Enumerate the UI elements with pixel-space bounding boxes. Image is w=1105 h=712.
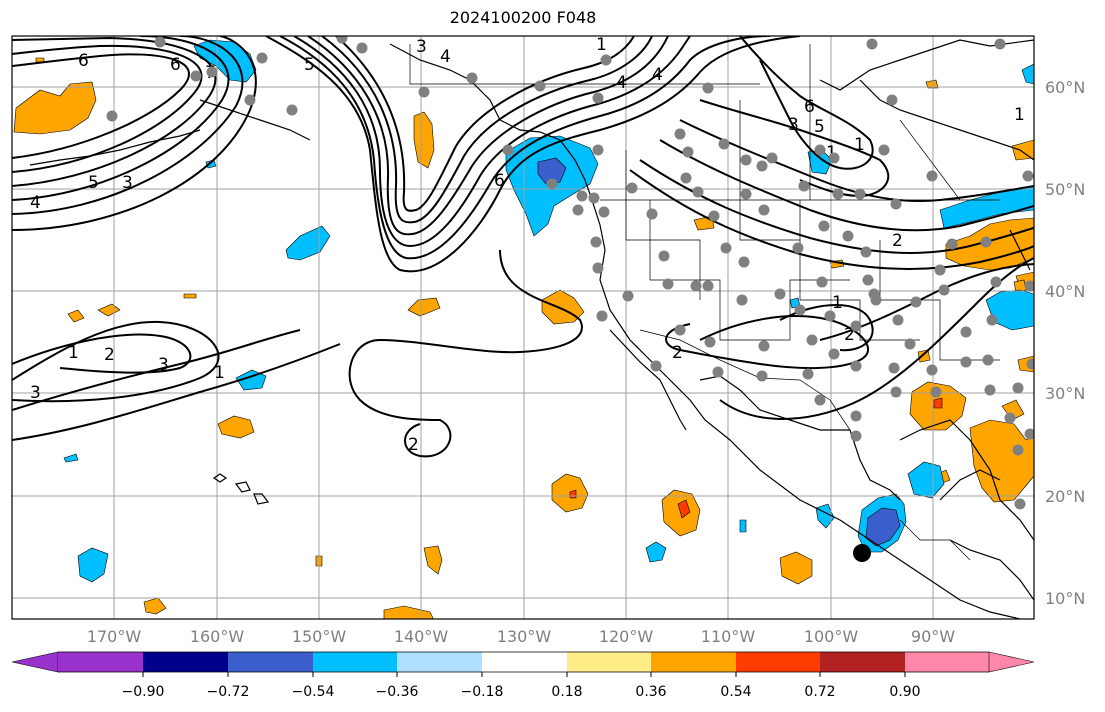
lon-label: 150°W (292, 627, 347, 646)
lat-label: 20°N (1045, 487, 1085, 506)
colorbar-swatch (736, 652, 820, 672)
contour-label: 4 (440, 47, 451, 67)
coastlines (29, 39, 1034, 619)
contour-label: 6 (494, 171, 505, 191)
lon-label: 140°W (394, 627, 449, 646)
contour-label: 6 (78, 51, 89, 71)
lon-label: 110°W (701, 627, 756, 646)
colorbar-tick: −0.36 (376, 684, 419, 700)
contour-label: 2 (844, 325, 855, 345)
lon-label: 100°W (804, 627, 859, 646)
colorbar-tick: 0.54 (720, 684, 751, 700)
colorbar-tick: 0.18 (551, 684, 582, 700)
contour-label: 6 (170, 55, 181, 75)
contour-label: 3 (30, 383, 41, 403)
positive-anomaly-shading (13, 57, 1034, 619)
lat-label: 40°N (1045, 282, 1085, 301)
longitude-labels: 170°W 160°W 150°W 140°W 130°W 120°W 110°… (87, 627, 955, 646)
contour-label: 2 (892, 231, 903, 251)
colorbar-tick: 0.90 (889, 684, 920, 700)
contour-label: 1 (68, 343, 79, 363)
station-dots (106, 36, 1034, 510)
contour-label: 1 (832, 293, 843, 313)
lon-label: 170°W (87, 627, 142, 646)
contour-label: 4 (616, 73, 627, 93)
colorbar-tick: −0.18 (461, 684, 504, 700)
lon-label: 90°W (911, 627, 955, 646)
contour-label: 1 (1014, 105, 1025, 125)
contour-label: 5 (88, 173, 99, 193)
lat-label: 30°N (1045, 384, 1085, 403)
contour-label: 3 (122, 173, 133, 193)
contour-label: 5 (304, 55, 315, 75)
colorbar-swatch (482, 652, 567, 672)
colorbar-swatch (397, 652, 482, 672)
colorbar-tick: −0.54 (292, 684, 335, 700)
colorbar-tick: 0.72 (804, 684, 835, 700)
colorbar-swatch (567, 652, 651, 672)
chart-title: 2024100200 F048 (449, 8, 597, 27)
contour-label: 5 (814, 117, 825, 137)
contour-label: 1 (854, 135, 865, 155)
contour-label: 4 (652, 65, 663, 85)
colorbar-tick: 0.36 (635, 684, 666, 700)
contour-label: 2 (408, 435, 419, 455)
contour-label: 4 (30, 193, 41, 213)
colorbar-swatch (143, 652, 228, 672)
lon-label: 160°W (190, 627, 245, 646)
storm-center-marker (853, 544, 871, 562)
colorbar-over-arrow (988, 651, 1035, 673)
contour-lines (12, 36, 1034, 458)
colorbar-swatch (820, 652, 905, 672)
lat-label: 10°N (1045, 589, 1085, 608)
contour-label: 6 (804, 97, 815, 117)
lat-label: 50°N (1045, 180, 1085, 199)
colorbar: −0.90 −0.72 −0.54 −0.36 −0.18 0.18 0.36 … (11, 651, 1035, 700)
colorbar-swatch (228, 652, 313, 672)
colorbar-tick: −0.90 (122, 684, 165, 700)
contour-label: 3 (788, 115, 799, 135)
colorbar-swatch (651, 652, 736, 672)
contour-label: 1 (826, 143, 837, 163)
contour-label: 1 (596, 35, 607, 55)
colorbar-under-arrow (11, 651, 59, 673)
contour-label: 2 (672, 343, 683, 363)
colorbar-swatch (905, 652, 989, 672)
contour-label: 3 (158, 355, 169, 375)
contour-label: 3 (416, 37, 427, 57)
colorbar-swatch (58, 652, 143, 672)
contour-label: 2 (104, 345, 115, 365)
map-frame (11, 35, 1035, 620)
colorbar-swatch (313, 652, 397, 672)
latitude-labels: 60°N 50°N 40°N 30°N 20°N 10°N (1045, 78, 1085, 608)
lon-label: 130°W (497, 627, 552, 646)
contour-label: 1 (214, 363, 225, 383)
colorbar-tick: −0.72 (207, 684, 250, 700)
lon-label: 120°W (599, 627, 654, 646)
lat-label: 60°N (1045, 78, 1085, 97)
